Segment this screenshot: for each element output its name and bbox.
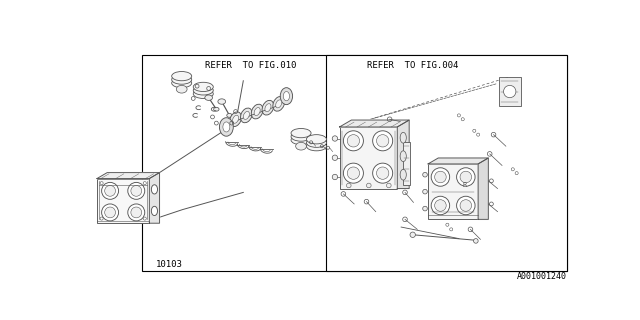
Circle shape xyxy=(367,183,371,188)
Bar xyxy=(428,164,478,219)
Circle shape xyxy=(410,232,415,237)
Ellipse shape xyxy=(152,206,157,216)
Circle shape xyxy=(344,131,364,151)
Circle shape xyxy=(474,239,478,243)
Circle shape xyxy=(422,172,428,177)
Ellipse shape xyxy=(280,88,292,105)
Ellipse shape xyxy=(291,132,311,141)
Ellipse shape xyxy=(307,138,326,147)
Text: A001001240: A001001240 xyxy=(516,272,566,281)
Circle shape xyxy=(131,186,141,196)
Ellipse shape xyxy=(307,135,326,144)
Polygon shape xyxy=(340,120,409,127)
Ellipse shape xyxy=(241,108,252,123)
Circle shape xyxy=(372,131,393,151)
Ellipse shape xyxy=(172,78,192,88)
Circle shape xyxy=(348,167,360,179)
Bar xyxy=(340,127,397,188)
Ellipse shape xyxy=(193,89,213,99)
Ellipse shape xyxy=(172,71,192,81)
Ellipse shape xyxy=(400,169,406,180)
Circle shape xyxy=(332,155,338,160)
Circle shape xyxy=(346,183,351,188)
Circle shape xyxy=(102,182,118,199)
Circle shape xyxy=(332,136,338,141)
Circle shape xyxy=(332,174,338,180)
Polygon shape xyxy=(478,158,488,219)
Circle shape xyxy=(105,186,115,196)
Ellipse shape xyxy=(273,97,285,111)
Ellipse shape xyxy=(265,104,271,112)
Ellipse shape xyxy=(218,99,225,104)
Ellipse shape xyxy=(291,129,311,138)
Circle shape xyxy=(376,167,389,179)
Circle shape xyxy=(376,135,389,147)
Circle shape xyxy=(422,206,428,211)
Ellipse shape xyxy=(205,95,212,100)
Circle shape xyxy=(105,207,115,218)
Circle shape xyxy=(431,196,450,215)
Ellipse shape xyxy=(252,104,263,119)
Bar xyxy=(499,77,520,106)
Bar xyxy=(403,142,410,185)
Circle shape xyxy=(100,182,103,185)
Polygon shape xyxy=(428,158,488,164)
Ellipse shape xyxy=(307,141,326,151)
Circle shape xyxy=(348,135,360,147)
Text: REFER  TO FIG.010: REFER TO FIG.010 xyxy=(205,61,297,70)
Bar xyxy=(97,179,149,223)
Ellipse shape xyxy=(193,86,213,95)
Ellipse shape xyxy=(227,114,232,117)
Ellipse shape xyxy=(291,135,311,145)
Circle shape xyxy=(435,200,446,211)
Ellipse shape xyxy=(284,92,289,101)
Ellipse shape xyxy=(254,108,260,116)
Ellipse shape xyxy=(243,111,250,119)
Circle shape xyxy=(460,171,472,183)
Circle shape xyxy=(387,183,391,188)
Ellipse shape xyxy=(223,122,230,132)
Ellipse shape xyxy=(220,118,234,136)
Bar xyxy=(141,55,566,271)
Circle shape xyxy=(435,171,446,183)
Ellipse shape xyxy=(400,151,406,162)
Ellipse shape xyxy=(193,82,213,92)
Text: REFER  TO FIG.004: REFER TO FIG.004 xyxy=(367,61,458,70)
Circle shape xyxy=(131,207,141,218)
Circle shape xyxy=(456,168,475,186)
Ellipse shape xyxy=(230,112,241,127)
Circle shape xyxy=(143,182,147,185)
Text: 10103: 10103 xyxy=(156,260,183,268)
Circle shape xyxy=(143,217,147,220)
Ellipse shape xyxy=(262,100,274,115)
Bar xyxy=(326,55,566,271)
Ellipse shape xyxy=(176,85,187,93)
Ellipse shape xyxy=(232,115,239,123)
Circle shape xyxy=(344,163,364,183)
Circle shape xyxy=(460,200,472,211)
Ellipse shape xyxy=(214,107,219,111)
Circle shape xyxy=(372,163,393,183)
Circle shape xyxy=(431,168,450,186)
Ellipse shape xyxy=(172,75,192,84)
Polygon shape xyxy=(149,172,159,223)
Ellipse shape xyxy=(400,132,406,143)
Circle shape xyxy=(456,196,475,215)
Circle shape xyxy=(102,204,118,221)
Circle shape xyxy=(100,217,103,220)
Ellipse shape xyxy=(276,100,282,108)
Ellipse shape xyxy=(152,185,157,194)
Ellipse shape xyxy=(296,142,307,150)
Polygon shape xyxy=(97,172,159,179)
Polygon shape xyxy=(397,120,409,188)
Circle shape xyxy=(504,85,516,98)
Circle shape xyxy=(422,189,428,194)
Text: R: R xyxy=(463,182,467,188)
Circle shape xyxy=(128,182,145,199)
Circle shape xyxy=(128,204,145,221)
